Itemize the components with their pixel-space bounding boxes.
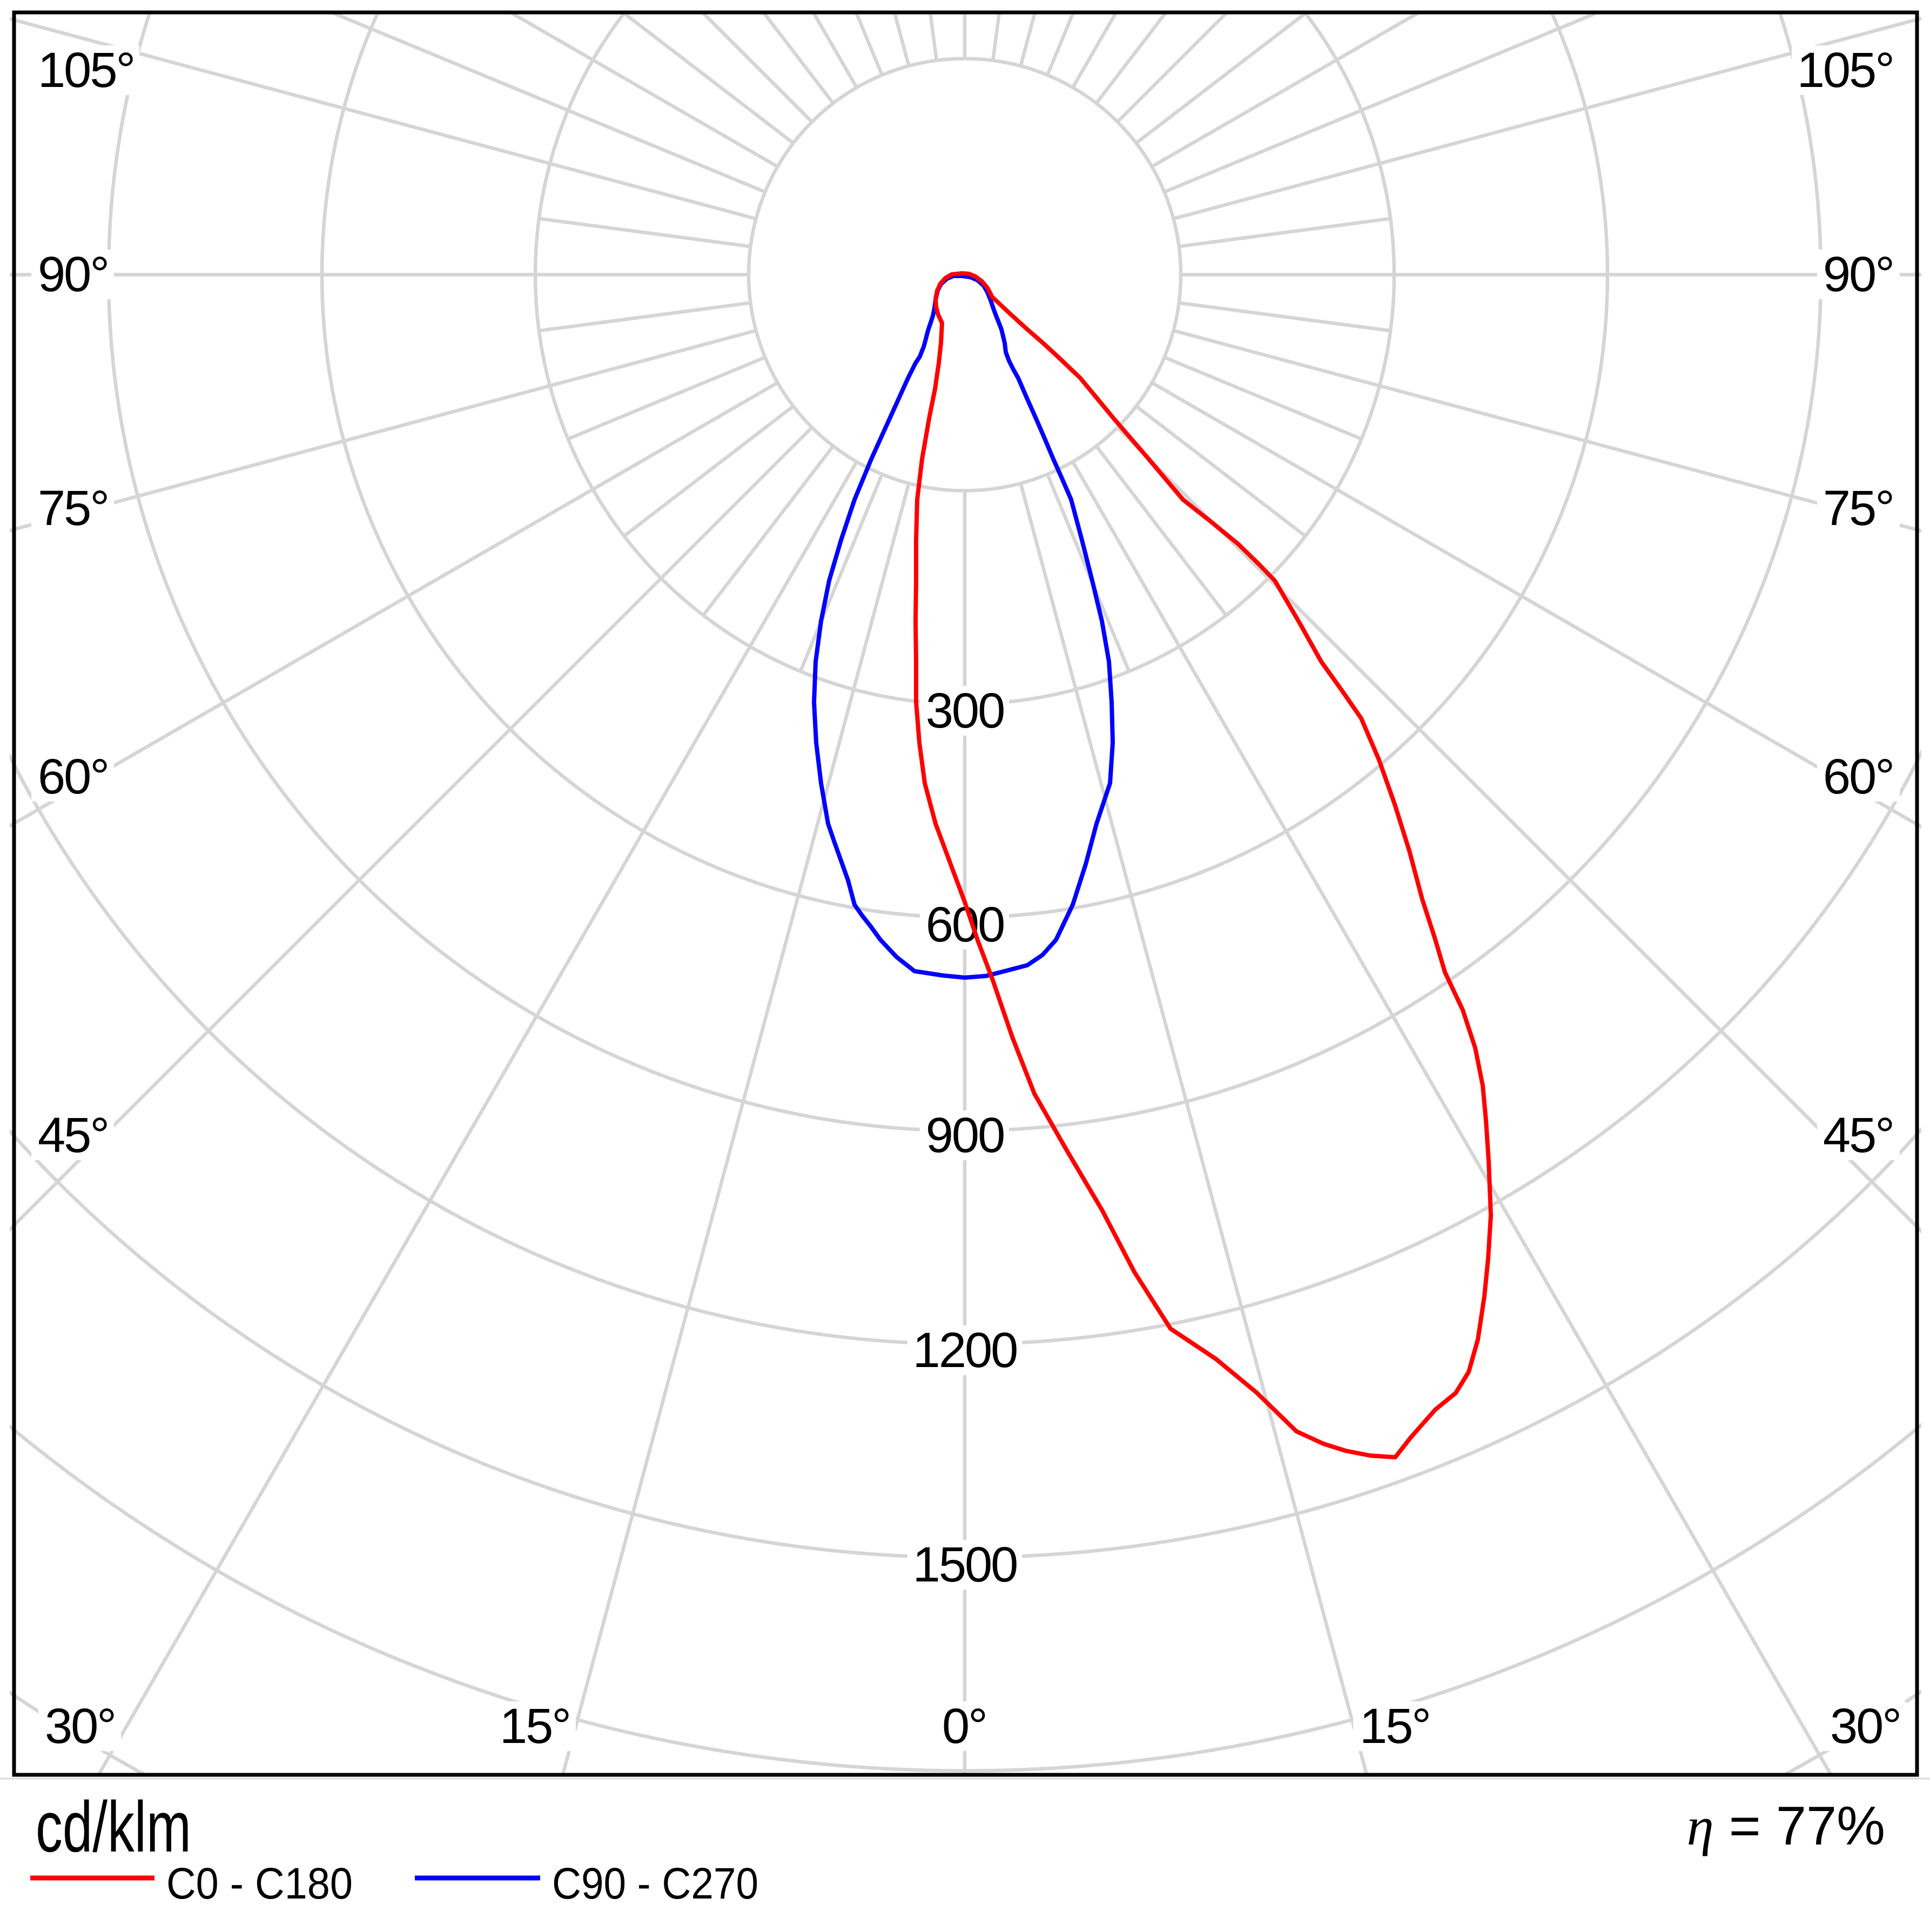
svg-text:90°: 90° (38, 247, 108, 302)
svg-text:15°: 15° (1360, 1699, 1430, 1754)
svg-text:1200: 1200 (913, 1323, 1017, 1378)
svg-text:75°: 75° (1823, 481, 1893, 536)
svg-text:45°: 45° (1823, 1108, 1893, 1163)
svg-text:105°: 105° (38, 43, 134, 98)
svg-text:1500: 1500 (913, 1537, 1017, 1592)
svg-text:cd/klm: cd/klm (36, 1787, 191, 1867)
svg-text:105°: 105° (1797, 43, 1893, 98)
svg-text:900: 900 (926, 1108, 1004, 1163)
svg-text:30°: 30° (45, 1699, 115, 1754)
svg-text:η = 77%: η = 77% (1687, 1796, 1885, 1856)
svg-text:300: 300 (926, 683, 1004, 738)
svg-text:60°: 60° (1823, 749, 1893, 804)
svg-text:60°: 60° (38, 749, 108, 804)
svg-text:45°: 45° (38, 1108, 108, 1163)
svg-text:30°: 30° (1830, 1699, 1900, 1754)
svg-text:15°: 15° (500, 1699, 570, 1754)
svg-text:C0 - C180: C0 - C180 (166, 1859, 353, 1908)
svg-text:C90 - C270: C90 - C270 (552, 1859, 758, 1908)
svg-text:75°: 75° (38, 481, 108, 536)
svg-text:0°: 0° (942, 1699, 986, 1754)
svg-text:90°: 90° (1823, 247, 1893, 302)
